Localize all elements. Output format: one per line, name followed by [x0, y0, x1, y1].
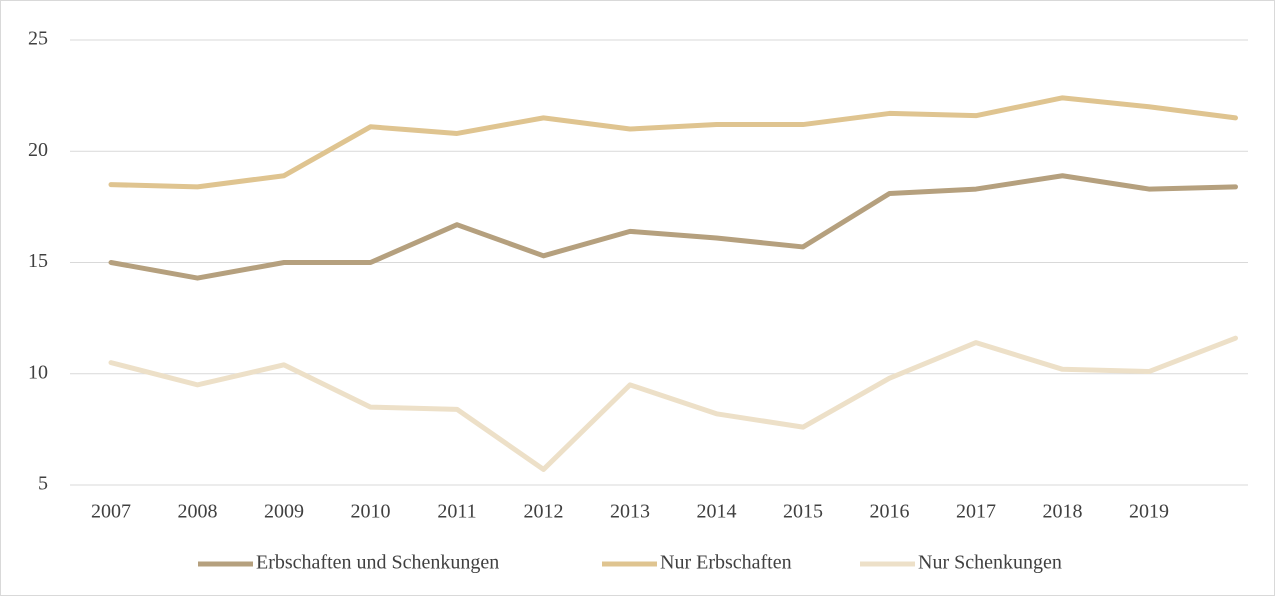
x-tick-label: 2010 — [351, 501, 391, 523]
legend-label: Nur Schenkungen — [918, 552, 1062, 574]
x-tick-label: 2015 — [783, 501, 823, 523]
x-tick-label: 2018 — [1043, 501, 1083, 523]
x-tick-label: 2017 — [956, 501, 996, 523]
legend-label: Erbschaften und Schenkungen — [256, 552, 499, 574]
y-tick-label: 5 — [38, 473, 48, 495]
x-tick-label: 2016 — [870, 501, 910, 523]
y-tick-label: 15 — [28, 250, 48, 272]
series-line — [108, 335, 1238, 472]
x-tick-label: 2009 — [264, 501, 304, 523]
series-line — [108, 95, 1238, 190]
y-tick-label: 25 — [28, 28, 48, 50]
y-tick-label: 20 — [28, 139, 48, 161]
legend-label: Nur Erbschaften — [660, 552, 792, 574]
x-tick-label: 2008 — [178, 501, 218, 523]
series-line — [108, 173, 1238, 281]
x-tick-label: 2019 — [1129, 501, 1169, 523]
x-tick-label: 2011 — [437, 501, 476, 523]
x-tick-label: 2014 — [697, 501, 737, 523]
x-tick-label: 2012 — [524, 501, 564, 523]
x-tick-label: 2013 — [610, 501, 650, 523]
x-tick-label: 2007 — [91, 501, 131, 523]
y-tick-label: 10 — [28, 361, 48, 383]
